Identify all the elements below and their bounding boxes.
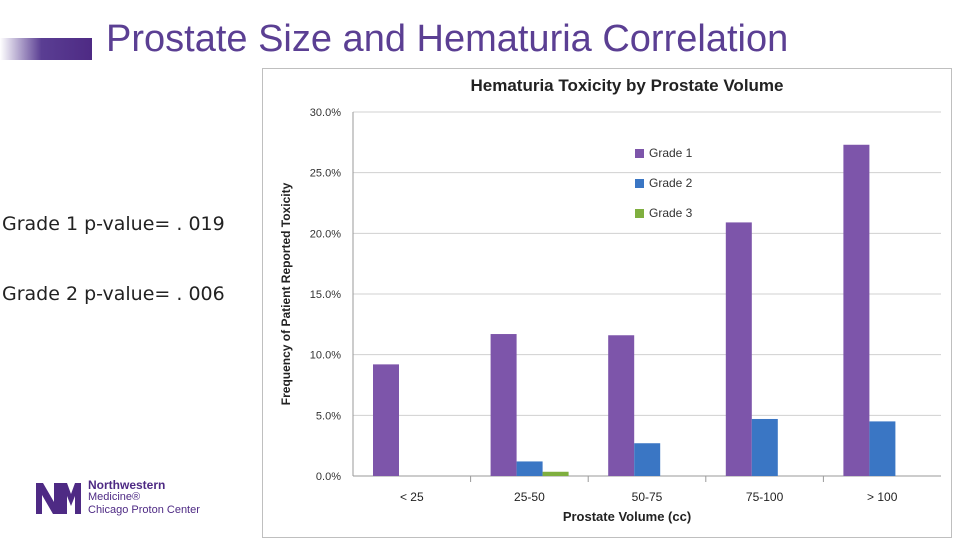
x-tick-label: 75-100 (746, 490, 784, 504)
bar-grade1-4 (843, 144, 870, 476)
legend-swatch-grade2 (635, 179, 644, 188)
y-tick-label: 30.0% (310, 107, 341, 119)
bar-grade2-1 (516, 461, 543, 476)
nm-logo-icon (36, 483, 81, 514)
bar-grade1-0 (373, 364, 399, 476)
logo-line3: Chicago Proton Center (88, 504, 200, 516)
x-tick-label: > 100 (867, 490, 898, 504)
bar-grade2-3 (751, 418, 778, 476)
bar-grade2-2 (634, 443, 661, 476)
x-axis-label: Prostate Volume (cc) (563, 509, 691, 524)
y-tick-label: 5.0% (316, 410, 341, 422)
bar-grade2-4 (869, 421, 896, 476)
bar-grade1-1 (490, 334, 517, 476)
y-tick-label: 20.0% (310, 228, 341, 240)
slide-title: Prostate Size and Hematuria Correlation (106, 18, 789, 60)
y-tick-label: 0.0% (316, 471, 341, 483)
x-tick-label: 50-75 (632, 490, 663, 504)
grade1-pvalue: Grade 1 p-value= . 019 (2, 213, 225, 235)
title-accent-bar (0, 38, 92, 60)
hematuria-bar-chart: Hematuria Toxicity by Prostate Volume 0.0… (279, 76, 941, 524)
x-tick-label: < 25 (400, 490, 424, 504)
grade2-pvalue: Grade 2 p-value= . 006 (2, 283, 225, 305)
bar-grade3-1 (542, 471, 569, 476)
chart-frame: Hematuria Toxicity by Prostate Volume 0.0… (262, 68, 952, 538)
y-tick-label: 15.0% (310, 289, 341, 301)
x-tick-label: 25-50 (514, 490, 545, 504)
logo-line1: Northwestern (88, 478, 166, 492)
legend-label-grade3: Grade 3 (649, 206, 693, 220)
y-tick-label: 25.0% (310, 168, 341, 180)
bar-grade1-2 (608, 335, 635, 476)
legend-label-grade1: Grade 1 (649, 146, 693, 160)
chart-title: Hematuria Toxicity by Prostate Volume (470, 76, 783, 95)
legend-label-grade2: Grade 2 (649, 176, 693, 190)
logo-line2: Medicine® (88, 491, 141, 503)
northwestern-logo: Northwestern Medicine® Chicago Proton Ce… (34, 478, 234, 520)
bar-grade1-3 (725, 222, 752, 476)
legend-swatch-grade1 (635, 149, 644, 158)
legend-swatch-grade3 (635, 209, 644, 218)
y-tick-label: 10.0% (310, 350, 341, 362)
y-axis-label: Frequency of Patient Reported Toxicity (279, 182, 293, 405)
